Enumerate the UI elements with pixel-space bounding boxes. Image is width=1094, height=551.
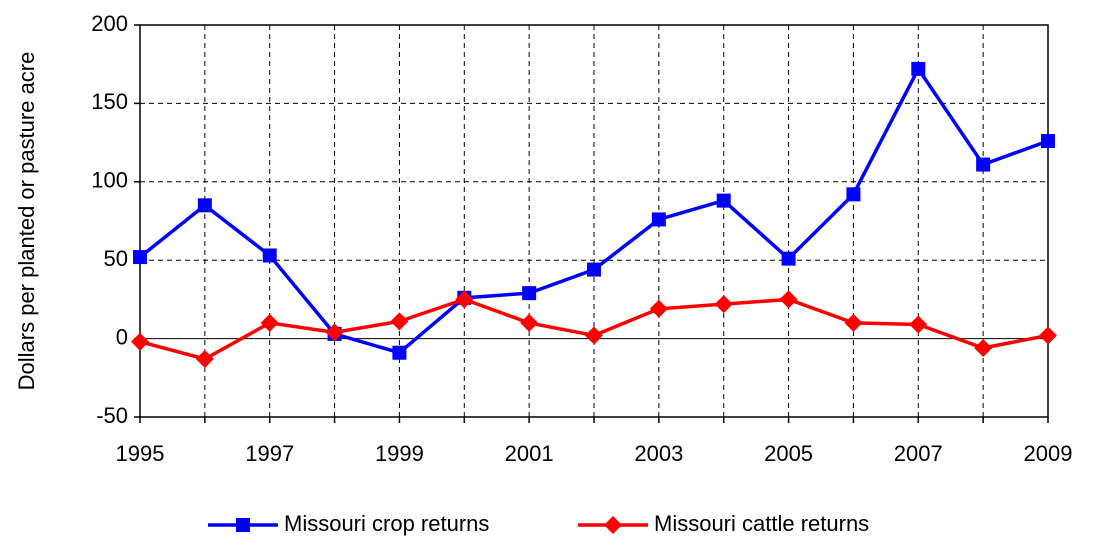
point [1039,326,1057,345]
point [197,198,212,213]
point [260,313,279,332]
point [455,290,474,309]
point [325,323,344,342]
point [522,286,537,301]
point [587,262,601,277]
point [262,248,277,263]
y-axis-label: Dollars per planted or pasture acre [14,52,39,391]
x-tick-label: 1997 [245,441,294,466]
point [716,193,731,208]
legend-marker [236,518,250,532]
x-tick-label: 2007 [894,441,943,466]
point [520,313,539,332]
x-tick-label: 1999 [375,441,424,466]
y-tick-label: 100 [91,168,128,193]
x-tick-label: 2001 [505,441,554,466]
point [974,339,993,358]
point [195,349,214,368]
point [585,326,603,345]
point [781,251,796,266]
x-tick-label: 1995 [116,441,165,466]
point [649,299,668,318]
x-tick-label: 2003 [634,441,683,466]
point [976,157,991,172]
point [779,290,798,309]
point [131,332,149,351]
legend-label: Missouri crop returns [284,511,489,536]
point [714,295,733,314]
x-tick-label: 2005 [764,441,813,466]
point [846,187,861,202]
y-tick-label: 200 [91,11,128,36]
legend-marker [604,516,622,534]
y-tick-label: -50 [96,403,128,428]
x-tick-label: 2009 [1024,441,1073,466]
y-tick-label: 50 [104,246,128,271]
point [390,312,409,331]
point [392,345,407,360]
point [844,313,863,332]
point [651,212,666,227]
y-tick-label: 0 [116,324,128,349]
y-tick-label: 150 [91,89,128,114]
point [909,315,928,334]
point [1041,134,1055,149]
point [911,61,926,76]
legend-label: Missouri cattle returns [654,511,869,536]
point [133,250,147,265]
